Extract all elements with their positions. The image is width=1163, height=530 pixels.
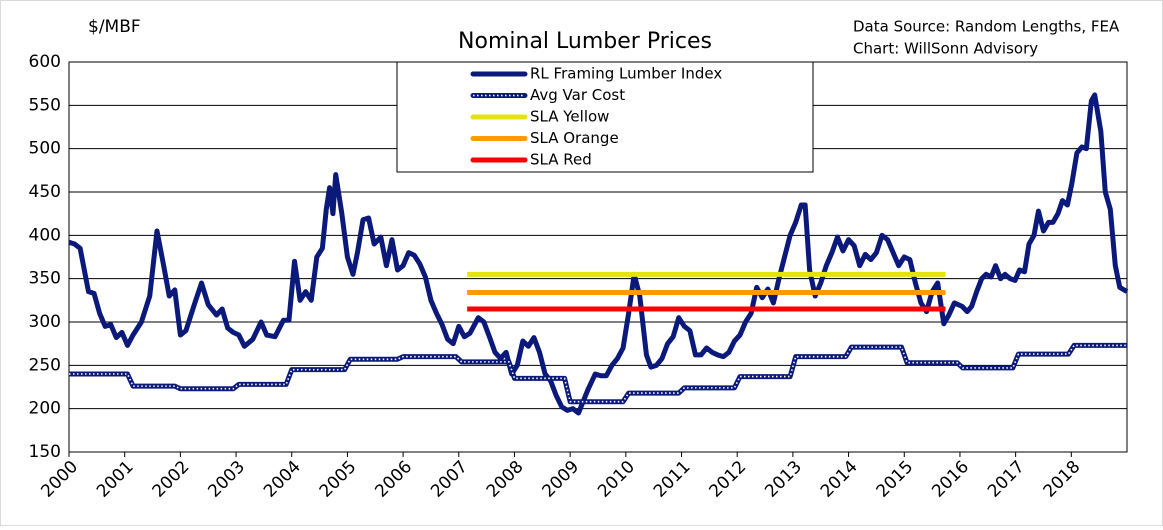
y-tick-label: 200: [29, 399, 61, 419]
legend-box: [396, 61, 814, 173]
legend-label: SLA Orange: [530, 129, 619, 147]
chart-title: Nominal Lumber Prices: [458, 29, 712, 54]
y-tick-label: 550: [29, 95, 61, 115]
y-tick-label: 250: [29, 355, 61, 375]
y-tick-label: 600: [29, 52, 61, 72]
y-tick-label: 350: [29, 269, 61, 289]
legend-label: SLA Yellow: [530, 108, 609, 126]
y-tick-label: 400: [29, 225, 61, 245]
y-tick-label: 300: [29, 312, 61, 332]
series-line: [68, 92, 1129, 416]
y-axis-label: $/MBF: [88, 17, 141, 37]
y-tick-label: 500: [29, 139, 61, 159]
source-note: Data Source: Random Lengths, FEA: [853, 18, 1120, 36]
source-note: Chart: WillSonn Advisory: [853, 40, 1038, 58]
y-tick-label: 150: [29, 442, 61, 462]
legend-label: SLA Red: [530, 151, 592, 169]
legend-label: RL Framing Lumber Index: [530, 65, 722, 83]
legend-label: Avg Var Cost: [530, 86, 625, 104]
y-tick-label: 450: [29, 182, 61, 202]
series-line-dots: [69, 344, 1127, 403]
